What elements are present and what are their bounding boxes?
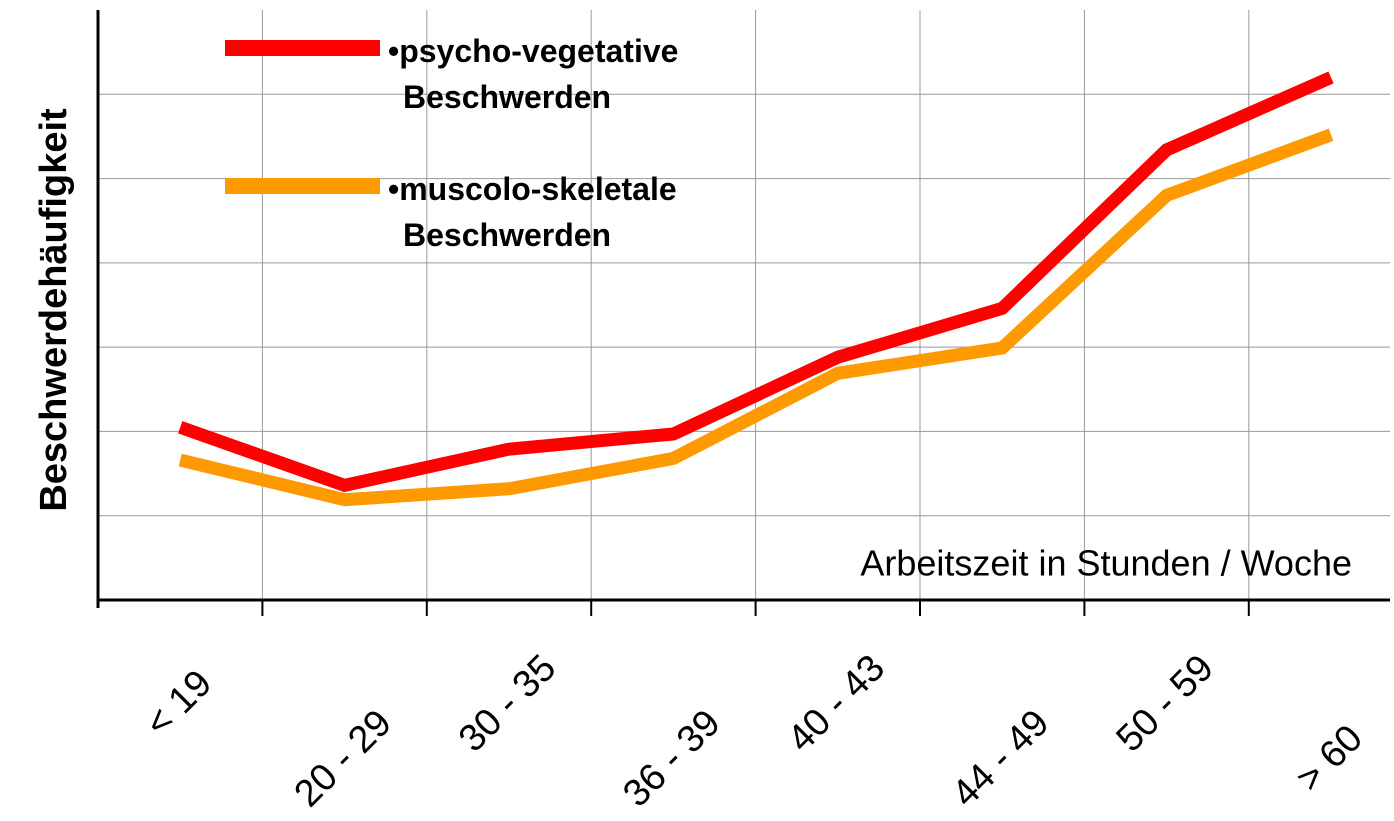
x-tick-label: > 60 [1288, 717, 1371, 800]
legend-label: •muscolo-skeletale Beschwerden [388, 171, 677, 253]
legend-label: •psycho-vegetative Beschwerden [388, 33, 678, 115]
x-tick-label: 40 - 43 [780, 647, 893, 760]
series-line [178, 71, 1334, 493]
plot: < 19 20 - 29 30 - 35 36 - 39 40 - 43 44 - 49 5… [96, 10, 1390, 815]
x-tick-label: 36 - 39 [615, 702, 728, 815]
series-line [178, 128, 1334, 507]
y-axis-title: Beschwerdehäufigkeit [33, 108, 75, 512]
x-axis-title: Arbeitszeit in Stunden / Woche [860, 543, 1352, 584]
x-tick-label: < 19 [137, 662, 220, 745]
x-tick-label: 20 - 29 [287, 702, 400, 815]
x-tick-label: 44 - 49 [944, 702, 1057, 815]
x-tick-label: 30 - 35 [451, 647, 564, 760]
x-tick-label: 50 - 59 [1109, 647, 1222, 760]
